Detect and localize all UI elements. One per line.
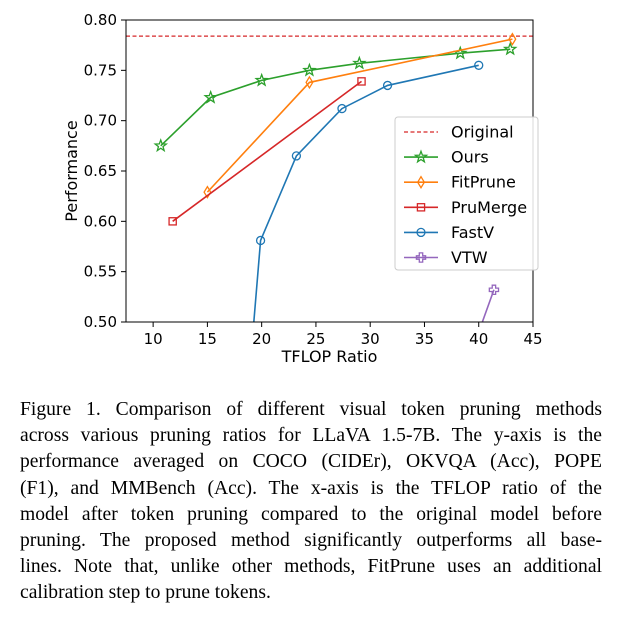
data-point-fastv [382,80,393,91]
y-tick-label: 0.65 [84,162,117,180]
data-point-ours [254,72,269,87]
x-tick-label: 25 [306,330,325,348]
caption-line: pruning. The proposed method significant… [20,530,602,552]
caption-line: calibration step to prune tokens. [20,582,271,604]
data-point-fitprune [203,185,212,199]
data-point-ours [502,41,518,56]
y-tick-label: 0.75 [84,61,117,79]
x-tick-label: 35 [415,330,434,348]
series-line-fitprune [206,38,513,193]
legend-marker [416,175,426,189]
legend-label: PruMerge [451,198,527,217]
figure-caption: Figure 1. Comparison of different visual… [20,397,602,607]
legend-item-fastv: FastV [404,223,494,242]
data-point-ours [352,55,367,70]
legend-item-original: Original [404,123,514,142]
series-vtw [481,284,500,322]
data-point-fastv [474,60,484,70]
caption-line: lines. Note that, unlike other methods, … [20,556,602,578]
x-tick-label: 20 [252,330,271,348]
y-tick-label: 0.80 [84,11,117,29]
x-tick-label: 45 [523,330,542,348]
data-point-ours [153,138,169,153]
x-tick-label: 10 [144,330,163,348]
caption-line: Figure 1. Comparison of different visual… [20,399,602,420]
series-line-fastv [253,64,479,322]
data-point-fitprune [305,75,314,90]
data-point-fastv [337,103,347,114]
legend-marker [413,149,429,164]
series-ours [153,41,518,153]
y-tick-label: 0.55 [84,263,117,281]
y-axis-label: Performance [62,120,81,221]
legend-label: Original [451,123,514,142]
caption-line: (F1), and MMBench (Acc). The x-axis is t… [20,477,602,499]
caption-line: performance averaged on COCO (CIDEr), OK… [20,451,602,473]
legend-item-fitprune: FitPrune [404,173,516,192]
data-point-ours [302,62,317,77]
series-fitprune [203,32,517,199]
data-point-prumerge [168,217,177,226]
data-point-fitprune [508,32,517,46]
chart: 10 15 20 25 30 35 40 45 0.50 0.55 0.60 0.65 0.70 0.75… [62,11,543,366]
legend-label: VTW [451,248,488,267]
caption-line: model after token pruning compared to th… [20,503,602,525]
caption-line: across various pruning ratios for LLaVA … [20,425,602,447]
legend-marker [416,227,426,238]
legend-item-prumerge: PruMerge [404,198,527,217]
data-point-ours [203,89,218,104]
data-point-vtw [488,284,500,296]
data-point-fastv [255,235,266,246]
series-line-vtw [481,289,495,322]
legend: Original Ours FitPrune PruMerge FastV VTW [394,116,539,271]
legend-label: FastV [451,223,494,242]
data-point-fastv [291,151,302,161]
series-line-prumerge [172,80,362,222]
y-tick-label: 0.50 [84,313,117,331]
series-fastv [253,60,484,322]
x-axis-label: TFLOP Ratio [281,347,378,366]
y-tick-label: 0.70 [84,112,117,130]
legend-item-ours: Ours [404,148,489,167]
legend-item-vtw: VTW [404,248,488,267]
legend-marker [416,203,426,212]
legend-label: Ours [451,148,489,167]
x-tick-label: 15 [198,330,217,348]
legend-label: FitPrune [451,173,516,192]
x-tick-label: 40 [469,330,488,348]
data-point-prumerge [357,77,366,86]
figure: 10 15 20 25 30 35 40 45 0.50 0.55 0.60 0.65 0.70 0.75… [62,11,543,366]
y-tick-label: 0.60 [84,212,117,230]
legend-marker [415,252,427,263]
x-tick-label: 30 [361,330,380,348]
series-line-ours [160,48,511,147]
series-prumerge [168,77,366,226]
